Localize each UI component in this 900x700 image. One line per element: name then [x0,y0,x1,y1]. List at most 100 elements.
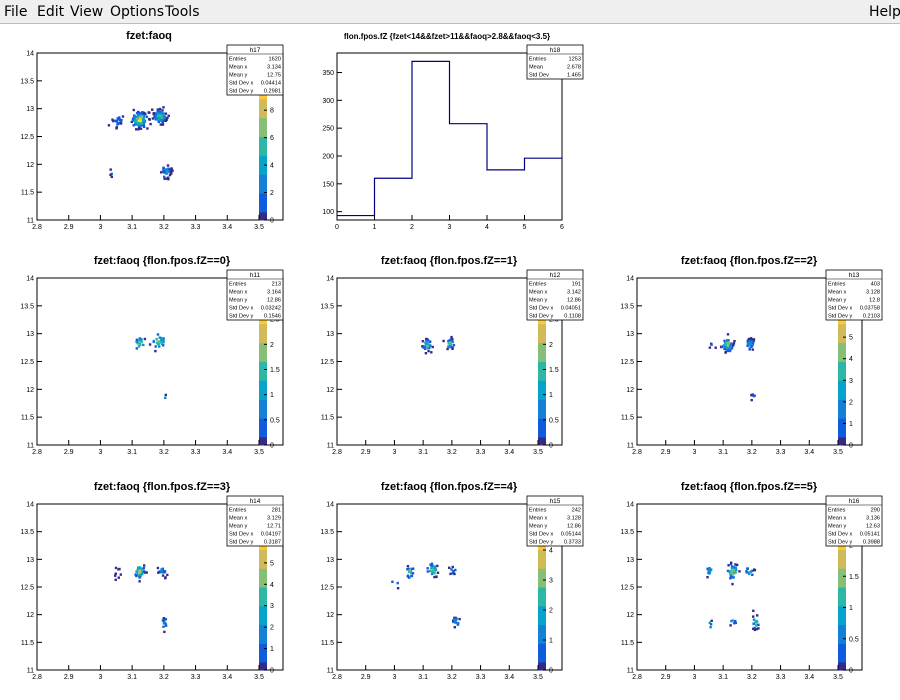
palette-band [538,328,546,333]
data-cell [732,342,736,345]
plots-canvas[interactable]: fzet:faoq02468102.82.933.13.23.33.43.511… [0,25,900,700]
palette-band [538,628,546,634]
menu-file[interactable]: File [4,4,28,20]
stats-value: 0.04414 [261,81,281,87]
data-cell [752,394,756,398]
palette-band [538,365,546,370]
y-tick-label: 13.5 [320,303,334,310]
data-cell [452,620,455,624]
canvas-area[interactable]: fzet:faoq02468102.82.933.13.23.33.43.511… [0,25,900,700]
x-tick-label: 3.1 [718,449,728,456]
data-cell [451,347,454,350]
palette-tick-label: 0 [270,668,274,675]
stats-label: Std Dev [529,73,549,79]
palette-tick-label: 0 [849,668,853,675]
data-cell [145,115,148,119]
palette-band [259,114,267,119]
data-cell [407,570,411,574]
data-cell [137,113,140,116]
data-cell [430,566,433,569]
palette-band [259,103,267,108]
data-cell [427,345,431,348]
stats-label: Mean x [229,65,248,71]
x-tick-label: 6 [560,224,564,231]
y-tick-label: 13 [626,331,634,338]
palette-band [538,358,546,363]
data-cell [146,127,149,130]
palette-band [259,587,267,592]
stats-value: 12.63 [866,524,880,530]
palette-tick-label: 1.5 [849,574,859,581]
data-cell [168,173,172,177]
palette-band [838,636,846,641]
data-cell [159,123,162,126]
x-tick-label: 3.3 [476,674,486,681]
palette-band [538,598,546,604]
data-cell [161,619,165,622]
data-cell [447,345,451,348]
stats-value: 0.3187 [264,540,281,546]
menu-options[interactable]: Options [110,4,165,20]
stats-title: h18 [550,47,561,54]
data-cell [164,119,167,122]
data-cell [113,119,117,122]
stats-value: 0.2981 [264,89,281,95]
data-cell [157,113,160,116]
stats-label: Std Dev y [828,314,852,320]
data-cell [139,573,142,577]
data-cell [119,573,122,576]
data-cell [140,340,143,343]
data-cell [161,109,164,112]
data-cell [114,572,117,575]
stats-label: Std Dev x [229,532,253,538]
palette-band [538,617,546,622]
data-cell [157,120,160,124]
data-cell [425,339,428,342]
palette-band [538,550,546,555]
data-cell [406,574,410,577]
data-cell [163,175,166,178]
data-cell [152,339,155,343]
palette-tick-label: 3 [849,378,853,385]
data-cell [735,568,738,572]
palette-tick-label: 4 [849,356,853,363]
data-cell [708,346,712,349]
data-cell [432,566,435,570]
palette-band [838,324,846,329]
data-cell [141,567,144,571]
stats-label: Mean x [828,516,847,522]
data-cell [731,565,734,568]
palette-band [838,561,846,566]
menu-view[interactable]: View [70,4,104,20]
data-cell [706,576,709,579]
palette-band [259,373,267,378]
data-cell [725,345,728,349]
data-cell [164,112,168,115]
stats-value: 12.86 [567,298,581,304]
palette-band [259,602,267,607]
palette-band [259,178,267,183]
palette-band [538,591,546,596]
palette-band [838,557,846,562]
data-cell [138,124,141,127]
palette-tick-label: 0.5 [549,417,559,424]
data-cell [142,124,145,127]
palette-band [838,437,846,442]
data-cell [753,628,757,632]
stats-value: 0.05141 [860,532,880,538]
x-tick-label: 2.9 [361,449,371,456]
menu-tools[interactable]: Tools [165,4,200,20]
palette-band [538,437,546,442]
data-cell [451,340,454,344]
data-cell [746,344,749,347]
stats-value: 1620 [269,57,281,63]
data-cell [730,571,734,574]
menu-edit[interactable]: Edit [37,4,65,20]
data-cell [167,114,170,117]
data-cell [139,343,142,346]
data-cell [752,615,755,618]
data-cell [726,569,730,573]
data-cell [452,344,456,347]
menu-help[interactable]: Help [869,4,900,20]
data-cell [426,567,429,570]
